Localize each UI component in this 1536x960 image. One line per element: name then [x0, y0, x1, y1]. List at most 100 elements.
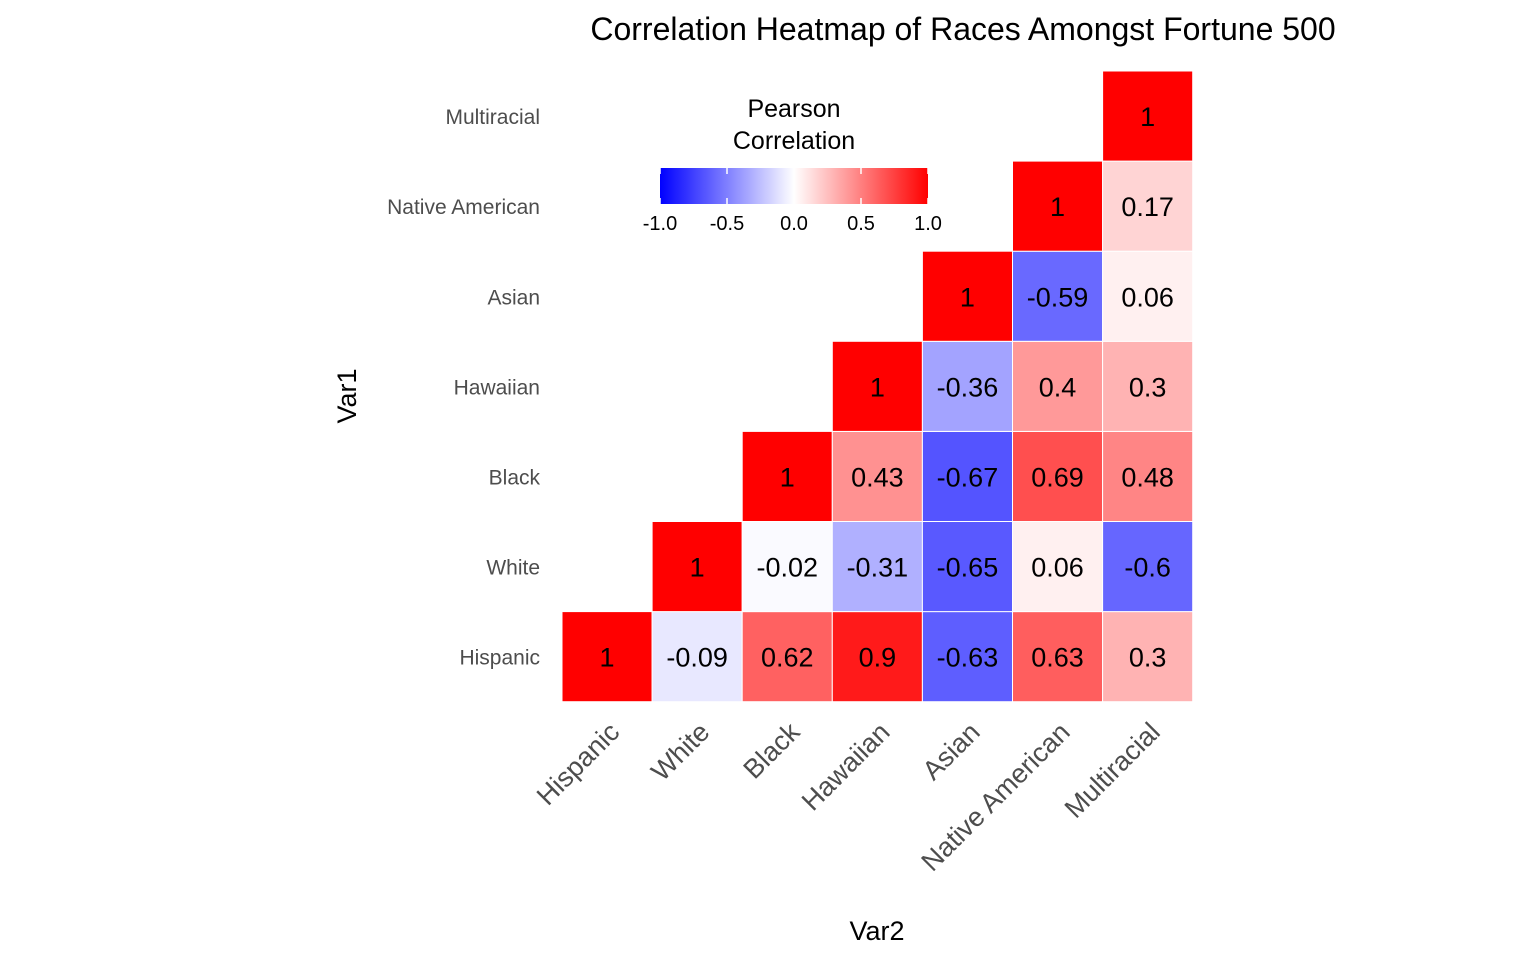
heatmap-cell-rect [831, 340, 923, 432]
heatmap-cell-label: 1 [1050, 192, 1065, 222]
heatmap-cell: -0.63 [921, 611, 1014, 703]
heatmap-cell-rect [921, 430, 1014, 522]
heatmap-cell-label: -0.31 [847, 553, 909, 583]
heatmap-cell-label: 0.06 [1031, 553, 1084, 583]
heatmap-cell-label: -0.09 [666, 643, 728, 673]
heatmap-cell: 0.3 [1102, 611, 1194, 703]
heatmap-cell-label: 0.48 [1121, 462, 1174, 492]
heatmap-cell-label: 0.3 [1129, 372, 1167, 402]
y-tick-label: Native American [387, 196, 540, 219]
heatmap-cell: 0.62 [741, 611, 833, 703]
color-legend: Pearson Correlation -1.0 -0.5 0.0 0.5 1.0 [643, 95, 942, 235]
heatmap-cell-label: 0.9 [859, 643, 897, 673]
heatmap-cell: -0.59 [1012, 250, 1104, 342]
heatmap-cells: 1 -0.09 0.62 0.9 -0.63 0.63 0.3 1 -0.02 -0.31 -0.6… [561, 70, 1194, 703]
heatmap-cell-label: 1 [960, 282, 975, 312]
heatmap-cell-rect [1102, 611, 1194, 703]
heatmap-cell: -0.31 [831, 521, 923, 613]
heatmap-cell-rect [1102, 521, 1194, 613]
heatmap-cell-rect [561, 611, 653, 703]
heatmap-cell: -0.36 [921, 340, 1014, 432]
heatmap-cell-label: -0.6 [1124, 553, 1171, 583]
x-axis-title: Var2 [849, 916, 904, 946]
heatmap-cell: 1 [1102, 70, 1194, 162]
heatmap-cell-label: 0.4 [1039, 372, 1077, 402]
x-tick-label: White [645, 717, 715, 787]
heatmap-cell-label: 1 [690, 553, 705, 583]
heatmap-cell-rect [651, 611, 743, 703]
heatmap-cell: 1 [921, 250, 1014, 342]
x-tick-label: Hispanic [531, 717, 625, 811]
legend-tick-label: 0.5 [847, 213, 875, 235]
heatmap-cell: 0.9 [831, 611, 923, 703]
heatmap-cell-rect [741, 430, 833, 522]
heatmap-cell: 1 [1012, 160, 1104, 252]
heatmap-cell: 0.17 [1102, 160, 1194, 252]
heatmap-cell-label: 0.63 [1031, 643, 1084, 673]
heatmap-cell-rect [831, 430, 923, 522]
heatmap-cell-rect [1102, 160, 1194, 252]
heatmap-cell: 0.06 [1102, 250, 1194, 342]
legend-tick-label: 1.0 [914, 213, 942, 235]
heatmap-cell-label: 1 [600, 643, 615, 673]
heatmap-cell-label: 0.43 [851, 462, 904, 492]
y-tick-label: Black [489, 466, 541, 489]
heatmap-cell-label: -0.63 [937, 643, 999, 673]
heatmap-cell-rect [831, 521, 923, 613]
heatmap-cell: 0.48 [1102, 430, 1194, 522]
heatmap-cell: 1 [831, 340, 923, 432]
heatmap-cell-label: -0.36 [937, 372, 999, 402]
heatmap-cell-label: -0.67 [937, 462, 999, 492]
heatmap-cell: 0.69 [1012, 430, 1104, 522]
y-axis-ticks: Hispanic White Black Hawaiian Asian Native Am… [387, 106, 540, 670]
heatmap-cell-label: 0.17 [1121, 192, 1174, 222]
heatmap-cell-rect [921, 611, 1014, 703]
x-tick-label: Multiracial [1059, 717, 1166, 824]
heatmap-cell: -0.6 [1102, 521, 1194, 613]
heatmap-cell: 1 [561, 611, 653, 703]
y-tick-label: Hawaiian [454, 376, 540, 399]
heatmap-cell-rect [1012, 430, 1104, 522]
y-tick-label: Hispanic [459, 647, 540, 670]
legend-title-line-1: Pearson [747, 95, 840, 123]
heatmap-cell-rect [921, 340, 1014, 432]
y-tick-label: Multiracial [445, 106, 540, 129]
heatmap-cell-rect [831, 611, 923, 703]
y-axis-title: Var1 [332, 368, 362, 423]
heatmap-cell-rect [651, 521, 743, 613]
y-tick-label: Asian [487, 286, 540, 309]
x-tick-label: Black [738, 716, 806, 784]
heatmap-cell-label: -0.02 [756, 553, 818, 583]
heatmap-cell-rect [1012, 611, 1104, 703]
legend-title-line-2: Correlation [733, 127, 855, 155]
legend-tick-label: -1.0 [643, 213, 677, 235]
heatmap-cell-rect [1102, 250, 1194, 342]
heatmap-cell-label: 0.06 [1121, 282, 1174, 312]
heatmap-cell-label: -0.65 [937, 553, 999, 583]
heatmap-cell: 1 [651, 521, 743, 613]
heatmap-cell-rect [1012, 340, 1104, 432]
heatmap-cell-label: 0.69 [1031, 462, 1084, 492]
heatmap-cell-label: 1 [870, 372, 885, 402]
legend-ticks: -1.0 -0.5 0.0 0.5 1.0 [643, 168, 942, 235]
legend-tick-label: 0.0 [780, 213, 808, 235]
heatmap-cell: 0.4 [1012, 340, 1104, 432]
heatmap-cell-rect [1012, 521, 1104, 613]
heatmap-cell: -0.67 [921, 430, 1014, 522]
chart-title: Correlation Heatmap of Races Amongst For… [590, 11, 1335, 47]
x-tick-label: Hawaiian [796, 717, 896, 817]
heatmap-cell-label: -0.59 [1027, 282, 1089, 312]
heatmap-cell-label: 0.62 [761, 643, 814, 673]
heatmap-cell: 0.06 [1012, 521, 1104, 613]
heatmap-cell: 0.43 [831, 430, 923, 522]
heatmap-cell-label: 1 [1140, 102, 1155, 132]
heatmap-cell: 1 [741, 430, 833, 522]
legend-tick-label: -0.5 [710, 213, 744, 235]
heatmap-cell-rect [741, 521, 833, 613]
heatmap-cell: 0.3 [1102, 340, 1194, 432]
heatmap-cell-label: 0.3 [1129, 643, 1167, 673]
heatmap-cell-label: 1 [780, 462, 795, 492]
x-tick-label: Asian [917, 717, 986, 786]
